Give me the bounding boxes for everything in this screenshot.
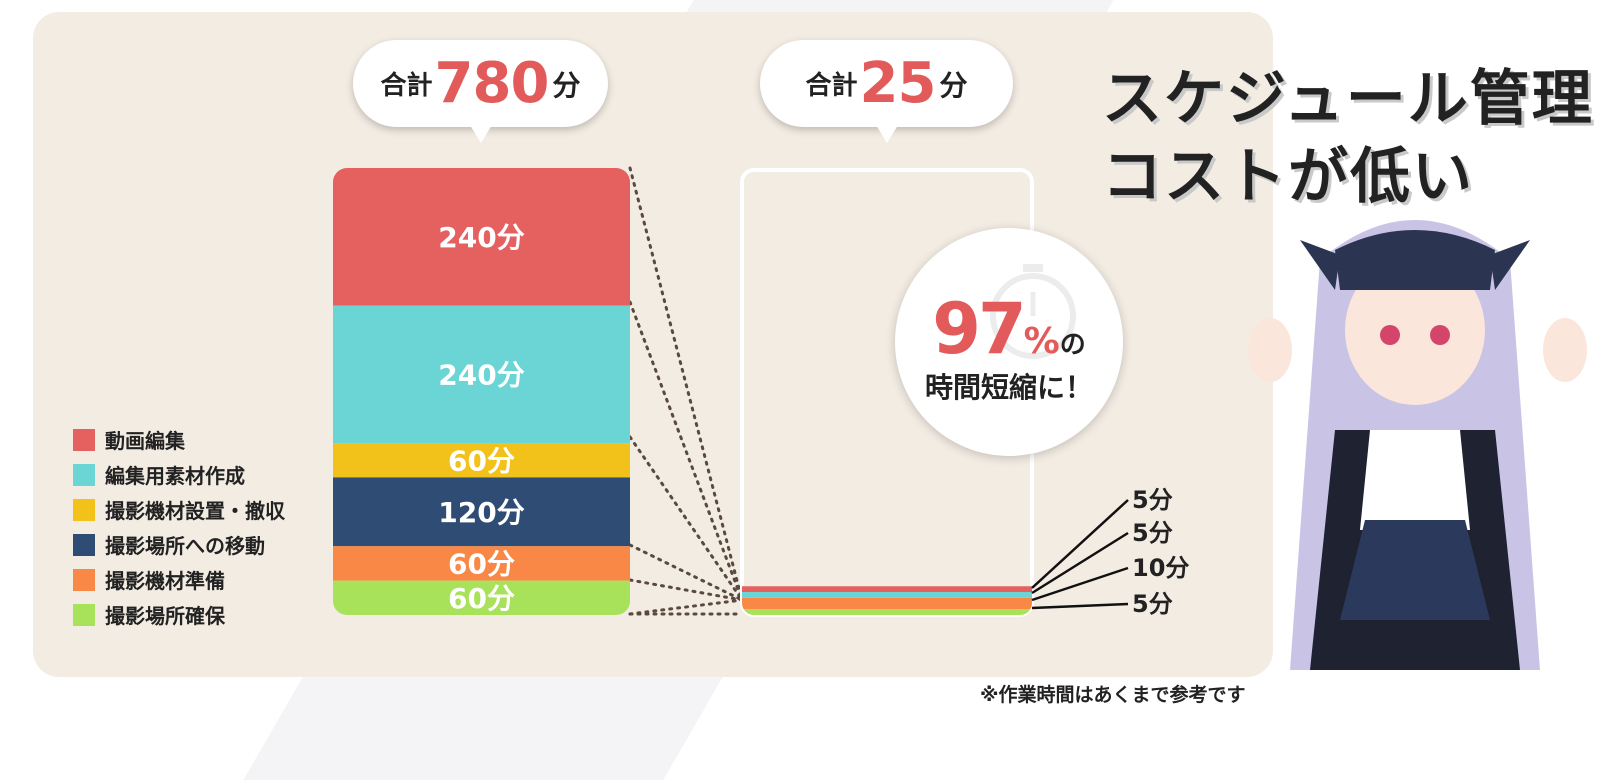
connector-line bbox=[628, 435, 744, 602]
after-value-label: 5分 bbox=[1132, 590, 1173, 618]
chart-legend: 動画編集 編集用素材作成 撮影機材設置・撤収 撮影場所への移動 撮影機材準備 撮… bbox=[73, 422, 285, 632]
total-bubble-before: 合計 780 分 bbox=[353, 40, 608, 143]
total-after-prefix: 合計 bbox=[805, 71, 858, 101]
legend-label: 動画編集 bbox=[105, 429, 185, 453]
after-value-label: 5分 bbox=[1132, 519, 1173, 547]
legend-swatch bbox=[73, 463, 95, 486]
bubble-tail bbox=[469, 125, 492, 143]
legend-item: 編集用素材作成 bbox=[73, 457, 285, 492]
page-title-line-1: スケジュール管理 bbox=[1102, 64, 1594, 134]
total-after-unit: 分 bbox=[939, 68, 968, 102]
reduction-callout: 97%の 時間短縮に！ bbox=[895, 228, 1123, 456]
after-pointer-lines: 5分 5分 10分 5分 bbox=[1031, 486, 1189, 618]
percent-sign: % bbox=[1023, 321, 1060, 362]
after-segment bbox=[742, 609, 1032, 615]
reduction-subtitle: 時間短縮に！ bbox=[924, 371, 1093, 404]
legend-swatch bbox=[73, 603, 95, 626]
stopwatch-icon bbox=[990, 264, 1076, 359]
legend-label: 撮影機材設置・撤収 bbox=[105, 499, 285, 523]
legend-swatch bbox=[73, 498, 95, 521]
connector-line bbox=[628, 578, 744, 602]
bar-segment bbox=[333, 477, 630, 547]
pointer-line bbox=[1031, 499, 1129, 589]
bar-before bbox=[333, 168, 630, 615]
percent-value: 97 bbox=[932, 288, 1026, 370]
segment-label: 60分 bbox=[448, 582, 515, 615]
connector-line bbox=[628, 166, 744, 602]
connector-lines bbox=[628, 166, 744, 616]
connector-line bbox=[628, 300, 744, 602]
bar-segment bbox=[333, 580, 630, 615]
bar-segment bbox=[333, 443, 630, 478]
legend-item: 撮影場所への移動 bbox=[73, 527, 285, 562]
legend-item: 撮影機材準備 bbox=[73, 562, 285, 597]
segment-label: 240分 bbox=[438, 221, 524, 254]
bar-segment bbox=[333, 168, 630, 306]
total-bubble-after: 合計 25 分 bbox=[760, 40, 1013, 143]
total-after-value: 25 bbox=[859, 50, 937, 116]
legend-swatch bbox=[73, 428, 95, 451]
segment-label: 120分 bbox=[438, 496, 524, 529]
segment-label: 60分 bbox=[448, 444, 515, 477]
bubble-tail bbox=[875, 125, 898, 143]
legend-label: 編集用素材作成 bbox=[105, 464, 245, 488]
page-title-line-2: コストが低い bbox=[1102, 142, 1474, 212]
pointer-line bbox=[1031, 531, 1129, 595]
percent-no: の bbox=[1059, 330, 1086, 360]
legend-item: 動画編集 bbox=[73, 422, 285, 457]
total-before-prefix: 合計 bbox=[380, 71, 433, 101]
legend-swatch bbox=[73, 533, 95, 556]
after-value-label: 10分 bbox=[1132, 554, 1189, 582]
bar-after bbox=[742, 586, 1032, 615]
total-before-value: 780 bbox=[434, 50, 550, 116]
footnote: ※作業時間はあくまで参考です bbox=[980, 684, 1246, 706]
legend-item: 撮影場所確保 bbox=[73, 597, 285, 632]
legend-item: 撮影機材設置・撤収 bbox=[73, 492, 285, 527]
after-segment bbox=[742, 597, 1032, 610]
connector-line bbox=[628, 543, 744, 602]
character-illustration bbox=[1248, 220, 1587, 670]
after-segment bbox=[742, 586, 1032, 592]
pointer-line bbox=[1031, 566, 1129, 602]
legend-label: 撮影機材準備 bbox=[105, 569, 225, 593]
segment-label: 240分 bbox=[438, 358, 524, 391]
legend-label: 撮影場所への移動 bbox=[105, 534, 265, 558]
bar-segment bbox=[333, 546, 630, 581]
after-segment bbox=[742, 592, 1032, 598]
bar-segment bbox=[333, 305, 630, 444]
legend-swatch bbox=[73, 568, 95, 591]
legend-label: 撮影場所確保 bbox=[105, 604, 225, 628]
after-value-label: 5分 bbox=[1132, 486, 1173, 514]
total-before-unit: 分 bbox=[552, 68, 581, 102]
connector-line bbox=[628, 598, 744, 616]
pointer-line bbox=[1031, 602, 1129, 610]
segment-label: 60分 bbox=[448, 547, 515, 580]
percent-line: 97%の bbox=[895, 288, 1123, 370]
